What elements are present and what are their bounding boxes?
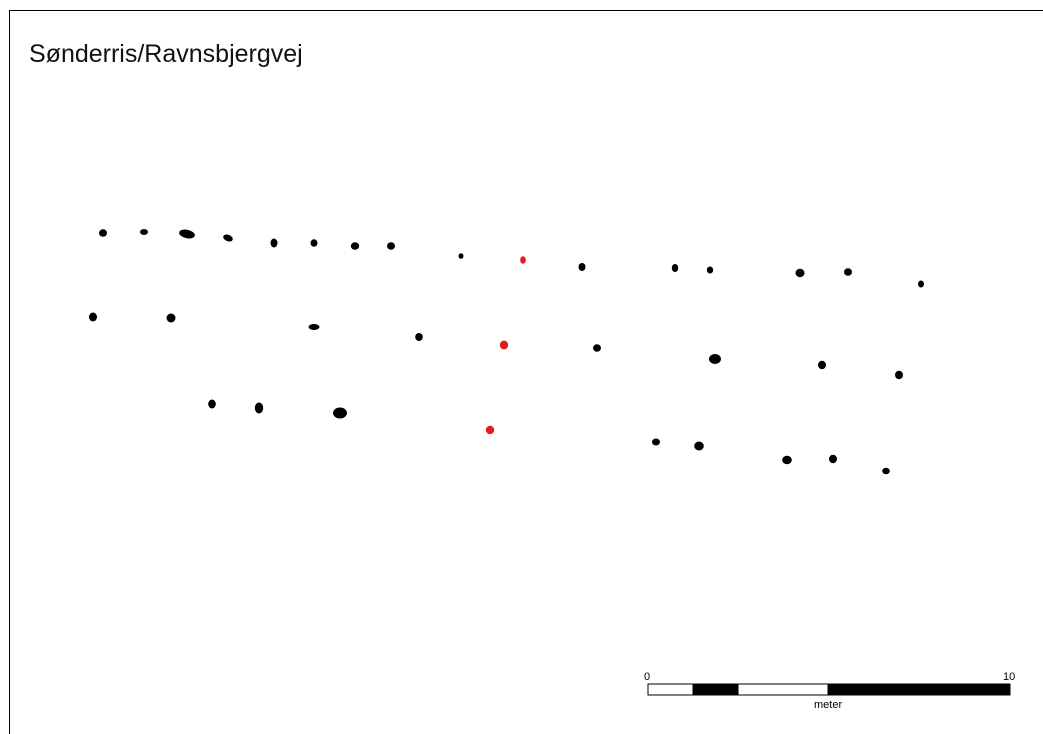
- scale-start-label: 0: [644, 671, 650, 683]
- scale-unit-label: meter: [814, 699, 842, 711]
- posthole: [179, 229, 195, 239]
- posthole: [99, 229, 107, 237]
- posthole: [270, 238, 278, 248]
- posthole-highlighted: [485, 425, 495, 435]
- scale-segment: [737, 683, 829, 696]
- scale-bar: 0 10 meter: [644, 671, 1015, 711]
- posthole: [795, 268, 805, 278]
- posthole: [223, 234, 233, 242]
- posthole: [652, 438, 660, 446]
- posthole: [415, 333, 423, 341]
- posthole: [818, 360, 826, 370]
- posthole: [882, 467, 890, 475]
- posthole: [593, 344, 601, 352]
- scale-end-label: 10: [1003, 671, 1015, 683]
- posthole: [89, 312, 97, 322]
- posthole: [308, 324, 320, 330]
- posthole-highlighted: [520, 256, 526, 264]
- posthole: [166, 313, 176, 323]
- posthole: [706, 266, 714, 274]
- scale-segment: [647, 683, 694, 696]
- posthole-row-2: [89, 312, 903, 380]
- scale-segment: [692, 683, 739, 696]
- posthole: [140, 229, 148, 235]
- scale-segment: [827, 683, 1011, 696]
- posthole: [310, 239, 318, 247]
- posthole-row-1: [99, 229, 924, 288]
- posthole: [333, 407, 347, 419]
- map-frame: [9, 10, 1043, 734]
- posthole: [350, 242, 360, 250]
- posthole-row-3: [208, 399, 890, 475]
- posthole: [844, 268, 852, 276]
- posthole: [829, 454, 837, 464]
- posthole: [387, 242, 395, 250]
- posthole: [578, 263, 586, 271]
- posthole: [254, 402, 264, 414]
- posthole: [458, 253, 464, 259]
- posthole: [671, 264, 679, 272]
- posthole-highlighted: [499, 340, 509, 350]
- posthole: [709, 354, 721, 364]
- posthole: [895, 370, 903, 380]
- posthole: [208, 399, 216, 409]
- posthole: [694, 441, 704, 451]
- posthole: [918, 280, 924, 288]
- map-title: Sønderris/Ravnsbjergvej: [29, 40, 303, 68]
- posthole: [782, 455, 792, 465]
